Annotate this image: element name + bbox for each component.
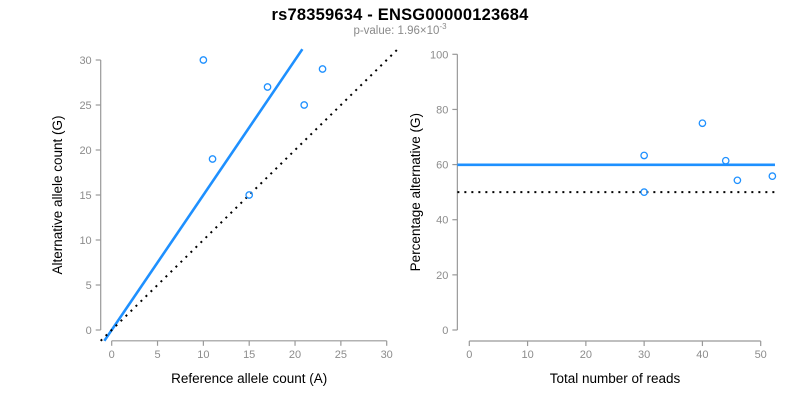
figure-subtitle: p-value: 1.96×10-3 (0, 22, 800, 37)
y-tick-label: 5 (86, 280, 92, 292)
pvalue-text: p-value: 1.96×10 (353, 25, 440, 37)
percentage-alternative-scatter: 0 10 20 30 40 50 0 20 40 60 80 100 Total number of r… (408, 49, 777, 386)
x-tick-label: 20 (580, 349, 592, 361)
x-tick-label: 30 (638, 349, 650, 361)
y-tick-label: 20 (79, 145, 91, 157)
fit-line (103, 48, 304, 342)
x-tick-label: 10 (521, 349, 533, 361)
y-tick-label: 10 (79, 235, 91, 247)
data-point (199, 56, 208, 64)
x-tick-label: 30 (381, 349, 393, 361)
y-tick-label: 60 (436, 160, 448, 172)
x-tick-label: 10 (197, 349, 209, 361)
data-point (698, 119, 707, 128)
x-tick-label: 15 (243, 349, 255, 361)
data-point (733, 176, 742, 185)
pvalue-exponent: -3 (439, 22, 447, 32)
x-tick-label: 40 (696, 349, 708, 361)
y-tick-label: 25 (79, 100, 91, 112)
y-axis-title: Percentage alternative (G) (408, 113, 423, 271)
y-axis-title: Alternative allele count (G) (50, 115, 65, 274)
y-tick-label: 80 (436, 104, 448, 116)
y-tick-label: 15 (79, 190, 91, 202)
y-tick-label: 0 (442, 325, 448, 337)
x-axis-title: Reference allele count (A) (171, 371, 327, 386)
data-point (721, 156, 730, 165)
data-point (263, 83, 272, 91)
x-tick-label: 0 (466, 349, 472, 361)
y-tick-label: 0 (86, 325, 92, 337)
identity-line (99, 48, 399, 342)
data-point (640, 188, 648, 196)
allele-counts-scatter: 0 5 10 15 20 25 30 0 5 10 15 20 25 30 Reference allele… (50, 48, 399, 386)
y-tick-label: 20 (436, 270, 448, 282)
x-tick-label: 5 (154, 349, 160, 361)
y-tick-label: 30 (79, 55, 91, 67)
data-point (245, 191, 254, 199)
data-point (768, 172, 777, 181)
x-axis-title: Total number of reads (550, 371, 681, 386)
figure-title: rs78359634 - ENSG00000123684 (271, 6, 529, 24)
x-tick-label: 20 (289, 349, 301, 361)
data-point (640, 151, 648, 160)
x-tick-label: 25 (335, 349, 347, 361)
x-tick-label: 50 (755, 349, 767, 361)
data-point (300, 101, 309, 109)
data-point (318, 65, 327, 73)
y-tick-label: 100 (430, 49, 448, 61)
data-point (208, 155, 217, 163)
x-tick-label: 0 (109, 349, 115, 361)
y-tick-label: 40 (436, 215, 448, 227)
